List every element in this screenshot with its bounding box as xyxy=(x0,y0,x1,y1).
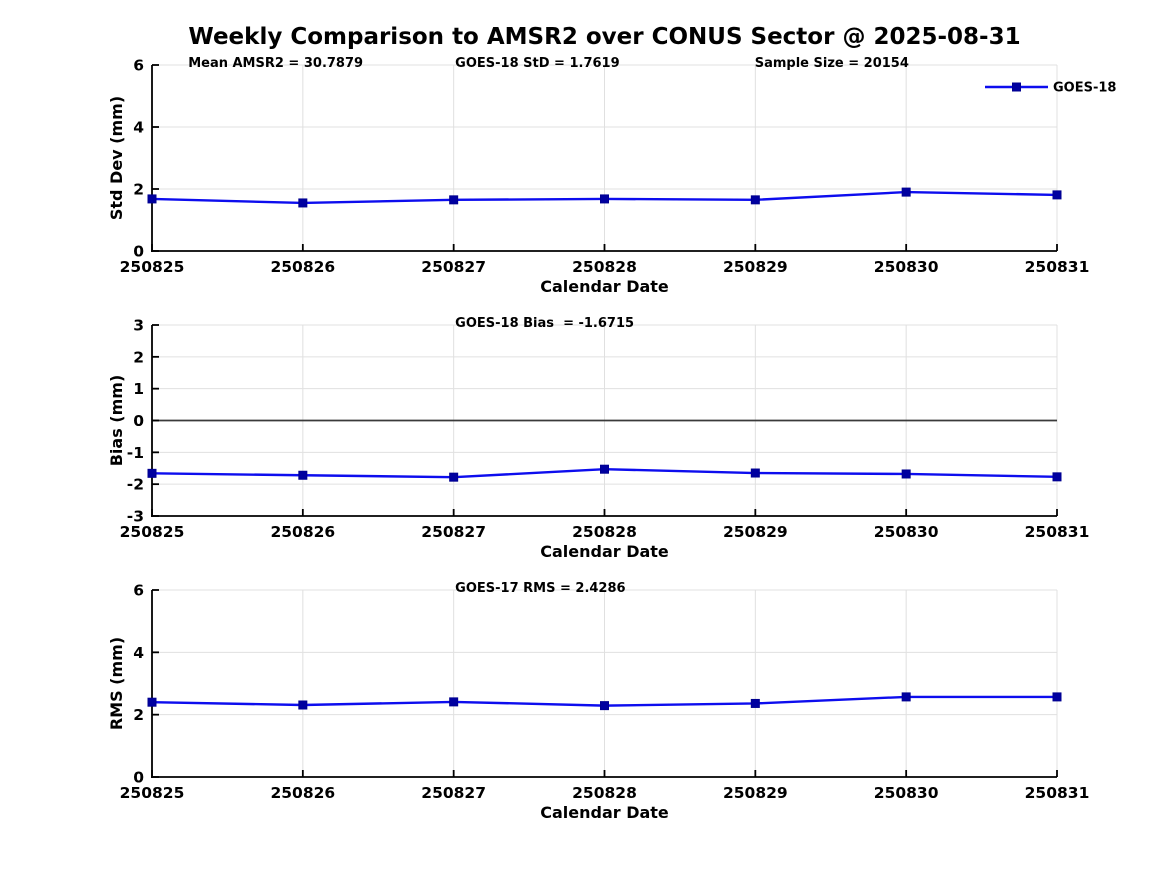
legend-marker-sample xyxy=(1012,82,1021,92)
x-tick-label: 250826 xyxy=(270,784,335,802)
x-tick-label: 250828 xyxy=(572,784,637,802)
annotation-label: GOES-18 StD = 1.7619 xyxy=(455,56,619,71)
data-point-marker xyxy=(1052,472,1062,482)
x-tick-label: 250830 xyxy=(874,523,939,541)
x-tick-label: 250831 xyxy=(1025,784,1090,802)
y-tick-label: 2 xyxy=(133,348,144,366)
y-tick-label: 1 xyxy=(133,380,144,398)
subplot-bias: -3 -2 -1 0 1 2 3 250825 250826 250827 250828 250829… xyxy=(107,316,1089,561)
y-tick-label: 0 xyxy=(133,243,144,261)
data-point-marker xyxy=(298,198,308,208)
x-axis-title: Calendar Date xyxy=(540,277,669,296)
x-axis-title: Calendar Date xyxy=(540,542,669,561)
figure-title: Weekly Comparison to AMSR2 over CONUS Se… xyxy=(188,24,1021,50)
data-point-marker xyxy=(600,464,609,474)
annotation-label: GOES-18 Bias = -1.6715 xyxy=(455,316,634,331)
x-tick-label: 250826 xyxy=(270,523,335,541)
y-tick-label: -2 xyxy=(127,476,144,494)
y-axis-title: Std Dev (mm) xyxy=(107,96,126,220)
data-point-marker xyxy=(147,697,157,707)
y-tick-label: 4 xyxy=(133,119,144,137)
x-axis-title: Calendar Date xyxy=(540,803,669,822)
data-point-marker xyxy=(147,194,157,204)
data-point-marker xyxy=(750,698,760,708)
x-tick-label: 250829 xyxy=(723,523,788,541)
y-tick-label: 2 xyxy=(133,181,144,199)
data-point-marker xyxy=(901,187,911,197)
x-tick-label: 250825 xyxy=(120,523,185,541)
data-point-marker xyxy=(298,470,308,480)
data-point-marker xyxy=(1052,692,1062,702)
y-tick-label: -3 xyxy=(127,508,144,526)
x-tick-label: 250828 xyxy=(572,523,637,541)
y-tick-label: 6 xyxy=(133,57,144,75)
data-point-marker xyxy=(298,700,308,710)
y-tick-label: -1 xyxy=(127,444,144,462)
x-tick-label: 250827 xyxy=(421,523,486,541)
y-tick-label: 2 xyxy=(133,706,144,724)
x-tick-label: 250829 xyxy=(723,258,788,276)
legend-label: GOES-18 xyxy=(1053,81,1116,96)
y-tick-label: 6 xyxy=(133,582,144,600)
y-axis-title: RMS (mm) xyxy=(107,637,126,730)
data-point-marker xyxy=(449,195,459,205)
x-tick-label: 250827 xyxy=(421,784,486,802)
x-tick-label: 250825 xyxy=(120,784,185,802)
data-point-marker xyxy=(901,692,911,702)
data-point-marker xyxy=(901,469,911,479)
y-axis-title: Bias (mm) xyxy=(107,375,126,467)
data-point-marker xyxy=(147,468,157,478)
y-tick-label: 0 xyxy=(133,412,144,430)
annotation-label: GOES-17 RMS = 2.4286 xyxy=(455,581,625,596)
data-point-marker xyxy=(750,468,760,478)
x-tick-label: 250831 xyxy=(1025,258,1090,276)
x-tick-label: 250831 xyxy=(1025,523,1090,541)
data-point-marker xyxy=(449,697,459,707)
x-tick-label: 250829 xyxy=(723,784,788,802)
x-tick-label: 250828 xyxy=(572,258,637,276)
data-point-marker xyxy=(600,194,609,204)
y-tick-label: 3 xyxy=(133,317,144,335)
annotation-label: Sample Size = 20154 xyxy=(755,56,909,71)
data-point-marker xyxy=(600,701,609,711)
x-tick-label: 250827 xyxy=(421,258,486,276)
subplot-std-dev: 0 2 4 6 250825 250826 250827 250828 250829 250830… xyxy=(107,56,1116,296)
y-tick-label: 4 xyxy=(133,644,144,662)
data-point-marker xyxy=(449,472,459,482)
x-tick-label: 250826 xyxy=(270,258,335,276)
subplot-rms: 0 2 4 6 250825 250826 250827 250828 250829 250830… xyxy=(107,581,1089,822)
data-point-marker xyxy=(750,195,760,205)
annotation-label: Mean AMSR2 = 30.7879 xyxy=(188,56,363,71)
legend: GOES-18 xyxy=(985,81,1116,96)
data-point-marker xyxy=(1052,190,1062,200)
y-tick-label: 0 xyxy=(133,769,144,787)
x-tick-label: 250830 xyxy=(874,258,939,276)
x-tick-label: 250830 xyxy=(874,784,939,802)
x-tick-label: 250825 xyxy=(120,258,185,276)
